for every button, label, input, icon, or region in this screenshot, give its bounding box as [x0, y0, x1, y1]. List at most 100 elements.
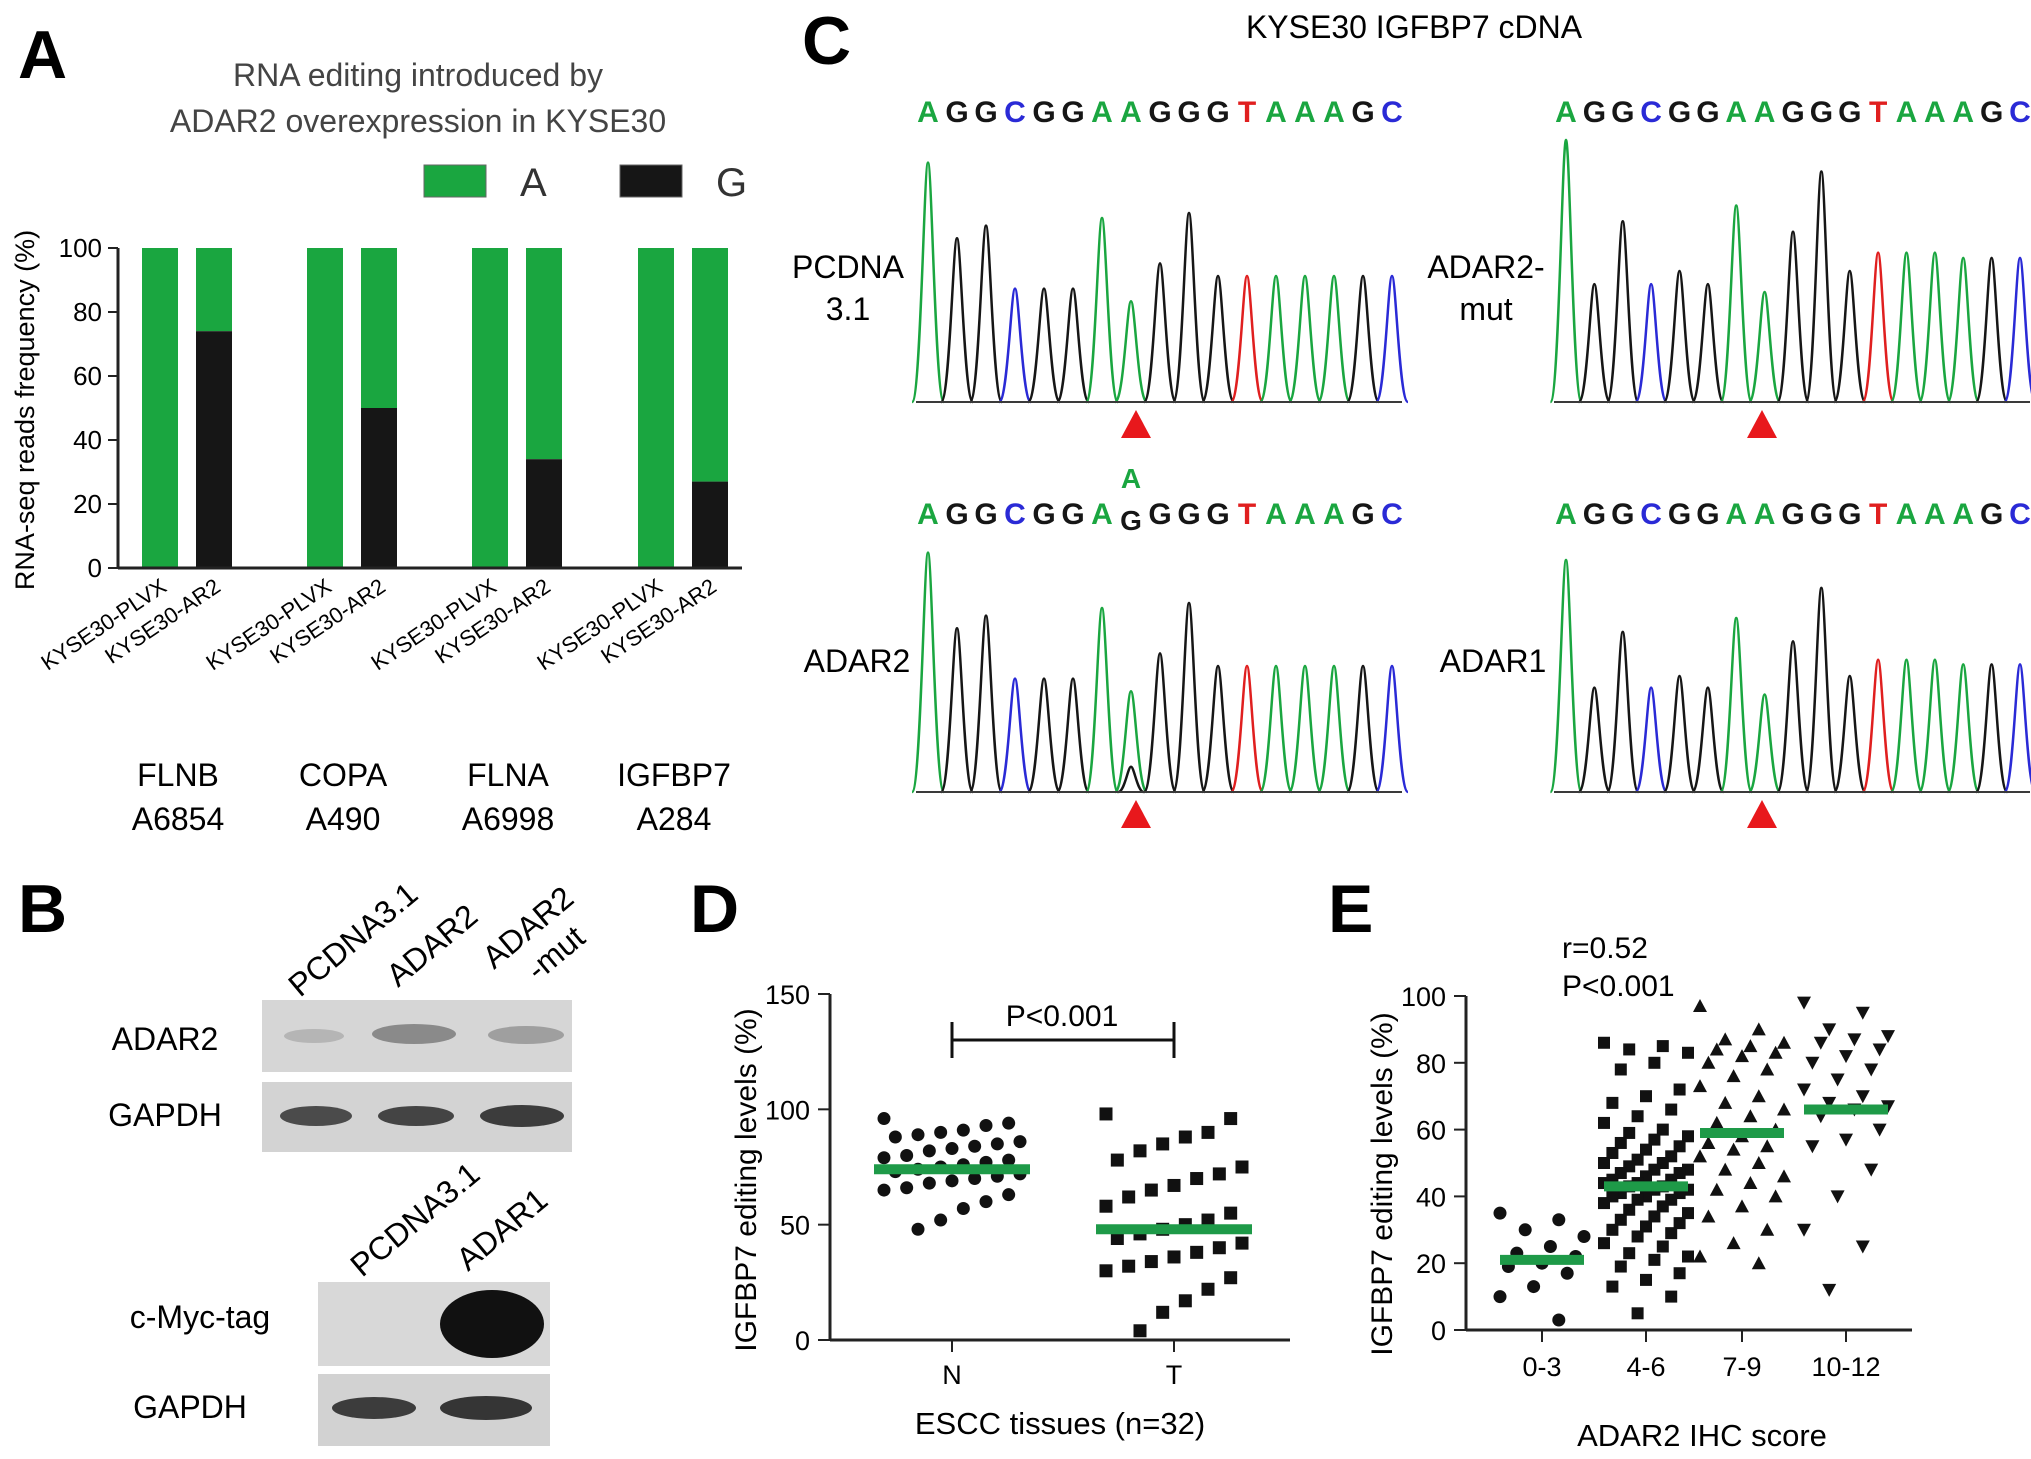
sequence-base: A: [1896, 96, 1918, 129]
sequence-base: G: [1032, 498, 1055, 531]
legend-label-g: G: [716, 161, 747, 205]
trace-peak: [1974, 663, 2009, 794]
e-point: [1552, 1213, 1566, 1227]
sequence-base: A: [1091, 96, 1113, 129]
d-point-t: [1099, 1199, 1113, 1213]
panel-letter-b: B: [18, 871, 67, 947]
d-point-t: [1122, 1259, 1136, 1273]
e-point: [1797, 1223, 1811, 1237]
trace-peak: [1804, 586, 1839, 794]
trace-peak: [1691, 282, 1725, 404]
panel-e: IGFBP7 editing levels (%) ADAR2 IHC scor…: [1366, 932, 1912, 1453]
e-point: [1760, 1222, 1775, 1236]
chromatograms: A G G C G G A A G G G T A A A G C A G G C G G A A G G G T A A A G CA G G C G G…: [910, 96, 2031, 828]
e-xtick-label: 7-9: [1722, 1352, 1761, 1382]
trace-peak: [1974, 256, 2009, 404]
e-point: [1872, 1123, 1887, 1137]
d-point-t: [1133, 1324, 1147, 1338]
bar-segment-a: [307, 248, 343, 568]
sequence-base: A: [1725, 498, 1747, 531]
sequence-base: G: [1061, 96, 1084, 129]
e-point: [1751, 1256, 1766, 1270]
e-point: [1598, 1157, 1610, 1169]
e-point: [1656, 1123, 1669, 1136]
e-point: [1606, 1280, 1619, 1293]
e-point: [1743, 1039, 1758, 1053]
trace-peak: [1142, 652, 1178, 794]
trace-peak: [1142, 262, 1178, 404]
e-point: [1830, 1190, 1845, 1204]
panel-a-ylabel: RNA-seq reads frequency (%): [10, 230, 40, 590]
panel-e-r: r=0.52: [1562, 932, 1648, 965]
e-point: [1543, 1240, 1557, 1253]
e-point: [1614, 1063, 1627, 1076]
chromatogram-label-adar1: ADAR1: [1440, 643, 1547, 679]
sequence-base: A: [1896, 498, 1918, 531]
sequence-base: A: [1294, 498, 1316, 531]
sequence-base: G: [1177, 498, 1200, 531]
e-point: [1623, 1126, 1636, 1139]
e-point: [1682, 1250, 1694, 1263]
e-point: [1864, 1063, 1879, 1077]
sequence-base: C: [1381, 96, 1403, 129]
blot1-row-adar2: ADAR2: [112, 1021, 219, 1057]
trace-peak: [1946, 256, 1981, 404]
e-point: [1606, 1146, 1619, 1159]
e-point: [1813, 1036, 1828, 1050]
d-point-t: [1190, 1172, 1204, 1186]
e-point: [1726, 1069, 1741, 1083]
e-point: [1598, 1036, 1610, 1049]
e-point: [1614, 1136, 1627, 1149]
sequence-base: G: [1810, 96, 1833, 129]
sequence-base: A: [1555, 498, 1577, 531]
sequence-base: G: [1668, 96, 1691, 129]
e-point: [1648, 1056, 1661, 1069]
panel-a-plot: 020406080100KYSE30-PLVXKYSE30-AR2FLNBA68…: [37, 233, 742, 837]
sequence-base: C: [1640, 96, 1662, 129]
sequence-base: T: [1238, 96, 1256, 129]
panel-letter-c: C: [802, 3, 851, 79]
d-point-n: [888, 1130, 902, 1144]
trace-peak: [1287, 274, 1323, 404]
e-point: [1665, 1103, 1678, 1116]
sequence-base: T: [1238, 498, 1256, 531]
trace-peak: [1605, 219, 1640, 404]
e-point: [1701, 1135, 1716, 1149]
d-point-n: [979, 1118, 993, 1132]
e-point: [1623, 1247, 1636, 1260]
sequence-base: T: [1869, 498, 1887, 531]
trace-peak: [1662, 269, 1697, 404]
d-point-t: [1224, 1112, 1238, 1126]
e-point: [1805, 1056, 1820, 1070]
trace-peak: [997, 677, 1033, 794]
d-point-n: [968, 1139, 982, 1153]
d-point-n: [934, 1125, 948, 1139]
e-point: [1839, 1050, 1853, 1064]
sequence-base: G: [1061, 498, 1084, 531]
trace-peak: [997, 287, 1033, 404]
panel-d-ylabel: IGFBP7 editing levels (%): [730, 1008, 763, 1351]
d-ytick-label: 50: [780, 1211, 810, 1241]
sequence-base: G: [974, 498, 997, 531]
blot1-adar2-band-1: [284, 1029, 344, 1043]
d-point-n: [900, 1181, 914, 1195]
d-ytick-label: 0: [795, 1326, 810, 1356]
e-point: [1751, 1089, 1766, 1103]
trace-peak: [1055, 287, 1091, 404]
trace-peak: [1634, 282, 1668, 404]
d-point-n: [1013, 1135, 1027, 1149]
trace-peak: [1171, 211, 1207, 404]
e-point: [1709, 1042, 1724, 1056]
e-point: [1614, 1260, 1627, 1273]
chromatogram-label-pcdna-1: PCDNA: [792, 249, 905, 285]
sequence-base: A: [1120, 96, 1142, 129]
e-point: [1640, 1273, 1652, 1286]
trace-peak: [1605, 630, 1640, 794]
e-point: [1797, 996, 1811, 1010]
sequence-base: C: [1640, 498, 1662, 531]
a-ytick-label: 60: [73, 361, 102, 391]
panel-e-xlabel: ADAR2 IHC score: [1577, 1418, 1827, 1453]
trace-peak: [1258, 664, 1294, 794]
trace-peak: [1171, 601, 1207, 794]
